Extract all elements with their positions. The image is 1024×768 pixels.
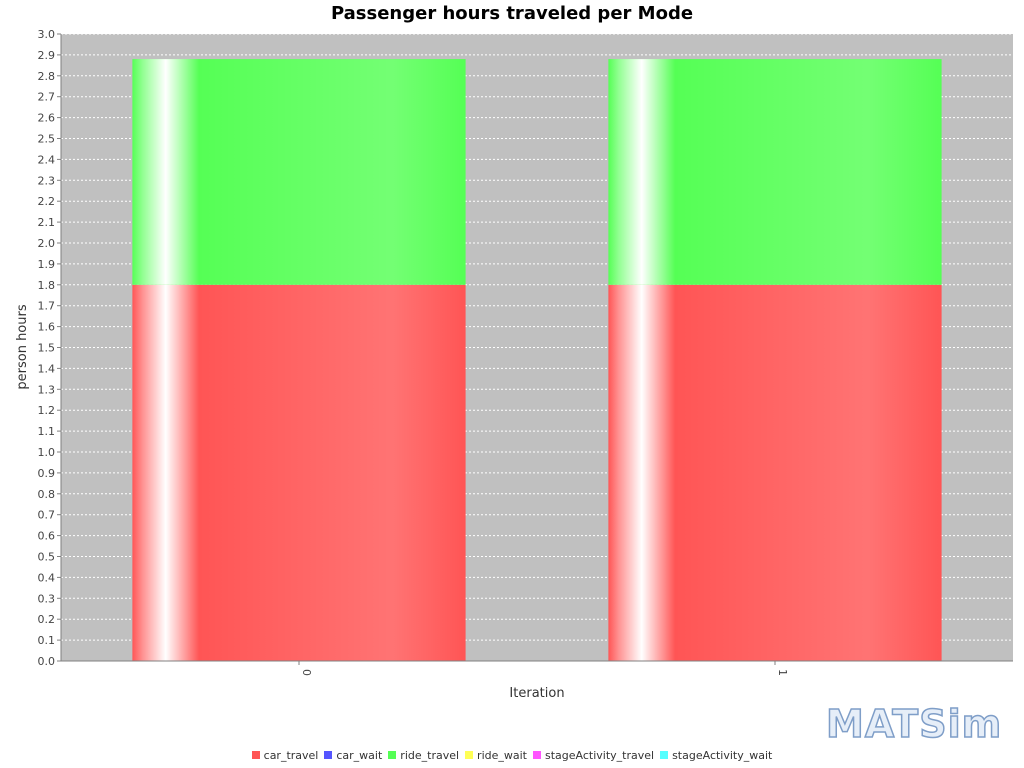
bar-highlight [132,284,466,661]
y-tick-label: 0.8 [38,488,56,501]
y-tick-label: 2.7 [38,91,56,104]
y-tick-label: 2.8 [38,70,56,83]
bar-highlight [608,59,942,285]
x-axis-label: Iteration [509,686,564,701]
legend-item-stageActivity_wait: stageActivity_wait [660,749,772,762]
y-tick-label: 0.2 [38,613,56,626]
y-tick-label: 2.0 [38,237,56,250]
legend-label: stageActivity_wait [672,749,773,762]
y-tick-label: 0.9 [38,467,56,480]
y-tick-label: 2.1 [38,216,56,229]
legend-item-ride_travel: ride_travel [388,749,459,762]
y-tick-label: 0.5 [38,551,56,564]
y-tick-label: 0.4 [38,571,56,584]
y-tick-label: 1.8 [38,279,56,292]
legend-swatch [465,751,474,759]
y-tick-label: 0.6 [38,530,56,543]
legend-swatch [324,751,333,759]
legend-label: ride_wait [477,749,527,762]
y-tick-label: 1.1 [38,425,56,438]
legend-label: ride_travel [400,749,460,762]
y-tick-label: 1.0 [38,446,56,459]
y-tick-label: 1.3 [38,383,56,396]
legend-item-car_wait: car_wait [324,749,382,762]
chart-title: Passenger hours traveled per Mode [330,3,694,24]
y-tick-label: 2.6 [38,112,56,125]
y-tick-label: 2.4 [38,153,56,166]
y-tick-label: 1.6 [38,321,56,334]
y-tick-label: 2.5 [38,133,56,146]
legend-item-ride_wait: ride_wait [465,749,527,762]
bar-highlight [132,59,466,285]
x-tick-label: 0 [300,669,313,676]
y-tick-label: 0.1 [38,634,56,647]
y-tick-label: 3.0 [38,28,56,41]
legend-item-stageActivity_travel: stageActivity_travel [532,749,655,762]
y-tick-label: 1.7 [38,300,56,313]
bars [132,59,942,661]
legend-item-car_travel: car_travel [251,749,319,762]
y-tick-label: 1.5 [38,342,56,355]
y-tick-label: 0.7 [38,509,56,522]
y-tick-label: 0.3 [38,592,56,605]
legend-swatch [660,751,669,759]
y-tick-label: 2.9 [38,49,56,62]
legend-label: car_travel [263,749,319,762]
matsim-logo: MATSim [825,701,1003,747]
y-tick-label: 2.3 [38,174,56,187]
y-tick-label: 1.9 [38,258,56,271]
legend-swatch [388,751,397,759]
y-tick-label: 0.0 [38,655,56,668]
legend-swatch [532,751,541,759]
y-axis-label: person hours [15,304,30,389]
y-tick-label: 1.2 [38,404,56,417]
y-axis: 0.0 0.1 0.2 0.3 0.4 0.5 0.6 0.7 0.8 0.9 1.0 1.1 1.2 1… [38,28,62,668]
y-tick-label: 2.2 [38,195,56,208]
bar-highlight [608,284,942,661]
legend-swatch [251,751,260,759]
x-tick-label: 1 [776,669,789,676]
legend-label: car_wait [336,749,383,762]
legend: car_travel car_wait ride_travel ride_wait st… [0,749,1024,762]
y-tick-label: 1.4 [38,362,56,375]
legend-label: stageActivity_travel [544,749,655,762]
